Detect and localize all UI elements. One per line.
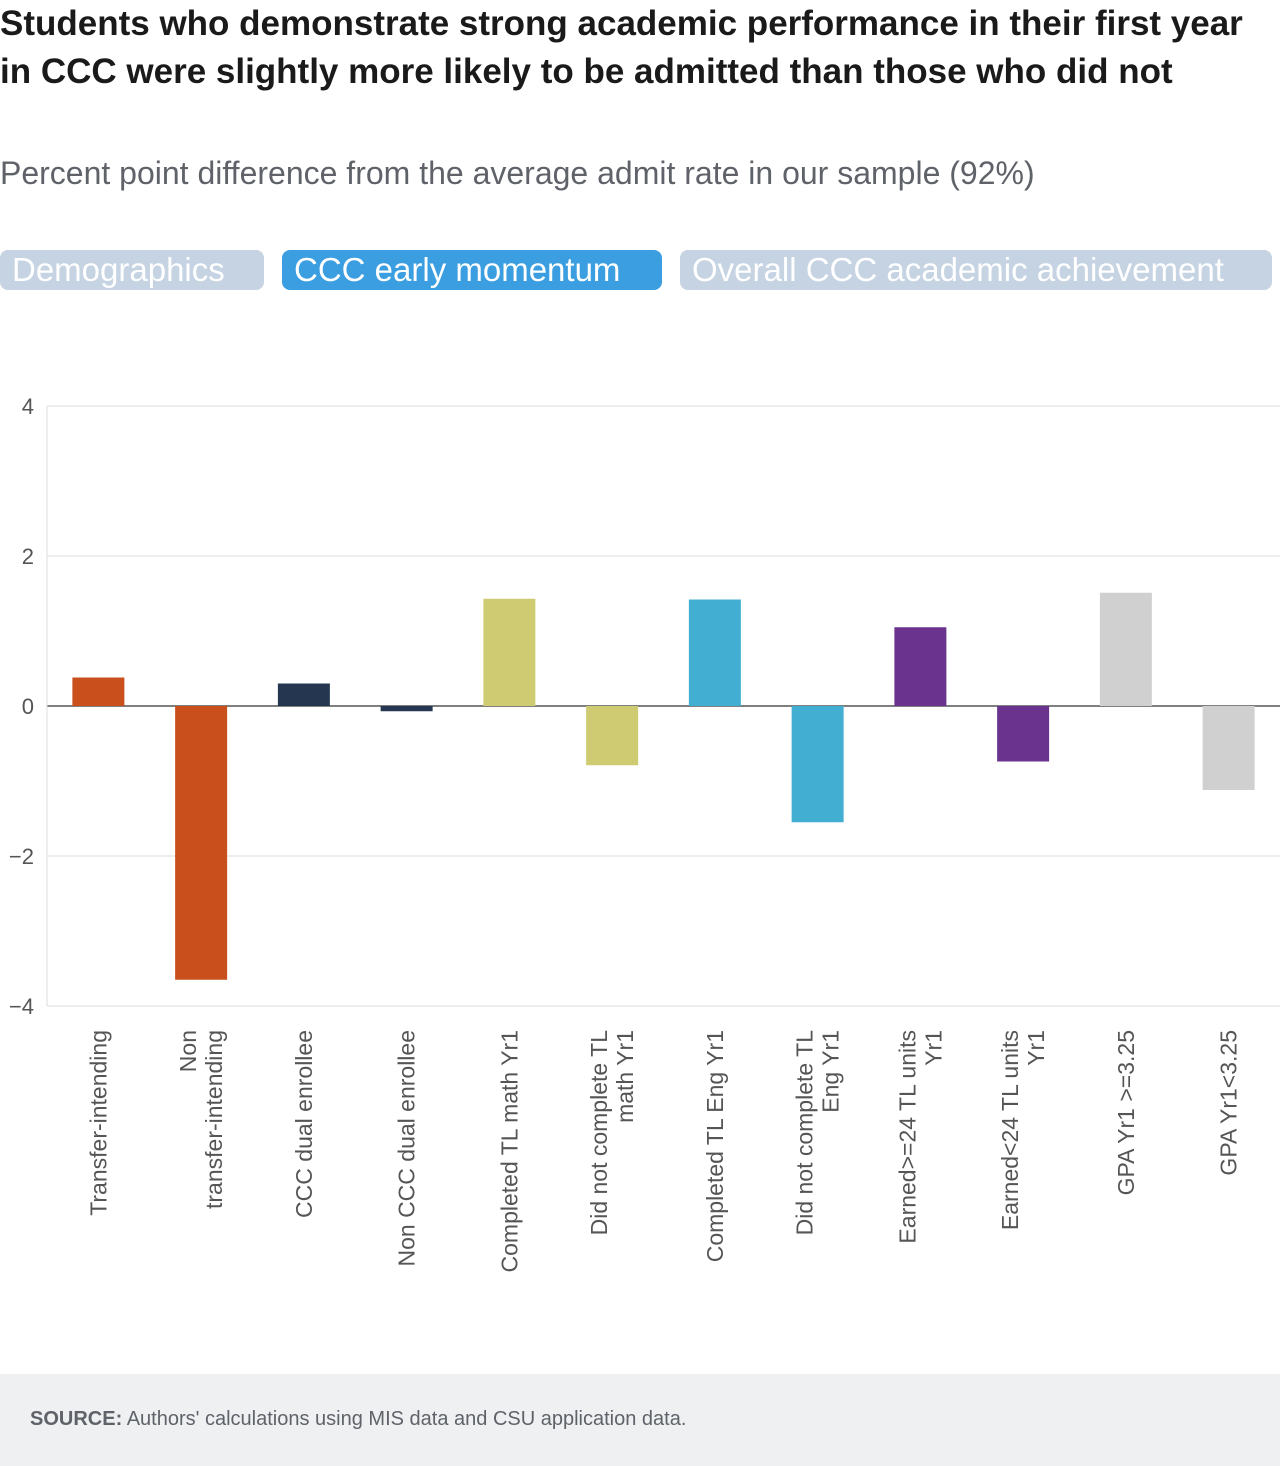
bar bbox=[586, 706, 639, 766]
x-tick-label: Did not complete TLEng Yr1 bbox=[792, 1030, 844, 1236]
source-label: SOURCE: bbox=[30, 1408, 123, 1430]
x-tick-label: GPA Yr1<3.25 bbox=[1216, 1030, 1242, 1176]
bar bbox=[1099, 592, 1152, 706]
x-tick-label: Earned<24 TL unitsYr1 bbox=[997, 1030, 1049, 1230]
tab-demographics[interactable]: Demographics bbox=[0, 250, 264, 290]
bar bbox=[72, 677, 125, 706]
bar bbox=[175, 706, 228, 980]
tab-ccc-early-momentum[interactable]: CCC early momentum bbox=[282, 250, 662, 290]
y-tick-label: −4 bbox=[9, 994, 34, 1019]
tab-overall-ccc-academic-achievement[interactable]: Overall CCC academic achievement bbox=[680, 250, 1272, 290]
gridlines bbox=[46, 405, 1280, 1007]
x-axis-labels: Transfer-intending Nontransfer-intending C… bbox=[85, 1030, 1241, 1273]
source-text: Authors' calculations using MIS data and… bbox=[122, 1408, 687, 1430]
x-tick-label: Transfer-intending bbox=[85, 1030, 111, 1216]
bar bbox=[380, 706, 433, 712]
x-tick-label: CCC dual enrollee bbox=[291, 1030, 317, 1218]
x-tick-label: Earned>=24 TL unitsYr1 bbox=[894, 1030, 946, 1244]
source-note: SOURCE: Authors' calculations using MIS … bbox=[30, 1408, 686, 1431]
x-tick-label: Did not complete TLmath Yr1 bbox=[586, 1030, 638, 1236]
y-tick-label: 2 bbox=[22, 544, 34, 569]
x-tick-label: Completed TL math Yr1 bbox=[496, 1030, 522, 1272]
chart-subtitle: Percent point difference from the averag… bbox=[0, 155, 1035, 191]
y-tick-label: −2 bbox=[9, 844, 34, 869]
x-tick-label: Completed TL Eng Yr1 bbox=[702, 1030, 728, 1262]
bar bbox=[688, 599, 741, 706]
bar bbox=[894, 627, 947, 706]
bar bbox=[277, 683, 330, 706]
bar-chart: 4 2 0 −2 −4 Transfer-intending Nontransfer-in… bbox=[9, 394, 1280, 1273]
bar bbox=[1202, 706, 1255, 790]
bar bbox=[483, 598, 536, 706]
bar bbox=[791, 706, 844, 823]
bar bbox=[997, 706, 1050, 762]
y-tick-label: 0 bbox=[22, 694, 34, 719]
x-tick-label: Nontransfer-intending bbox=[175, 1030, 227, 1209]
y-axis-ticks: 4 2 0 −2 −4 bbox=[9, 394, 34, 1019]
chart-title: Students who demonstrate strong academic… bbox=[0, 4, 1243, 91]
footer: SOURCE: Authors' calculations using MIS … bbox=[0, 1374, 1280, 1466]
x-tick-label: GPA Yr1 >=3.25 bbox=[1113, 1030, 1139, 1195]
x-tick-label: Non CCC dual enrollee bbox=[394, 1030, 420, 1267]
bars bbox=[72, 592, 1255, 980]
y-tick-label: 4 bbox=[22, 394, 34, 419]
